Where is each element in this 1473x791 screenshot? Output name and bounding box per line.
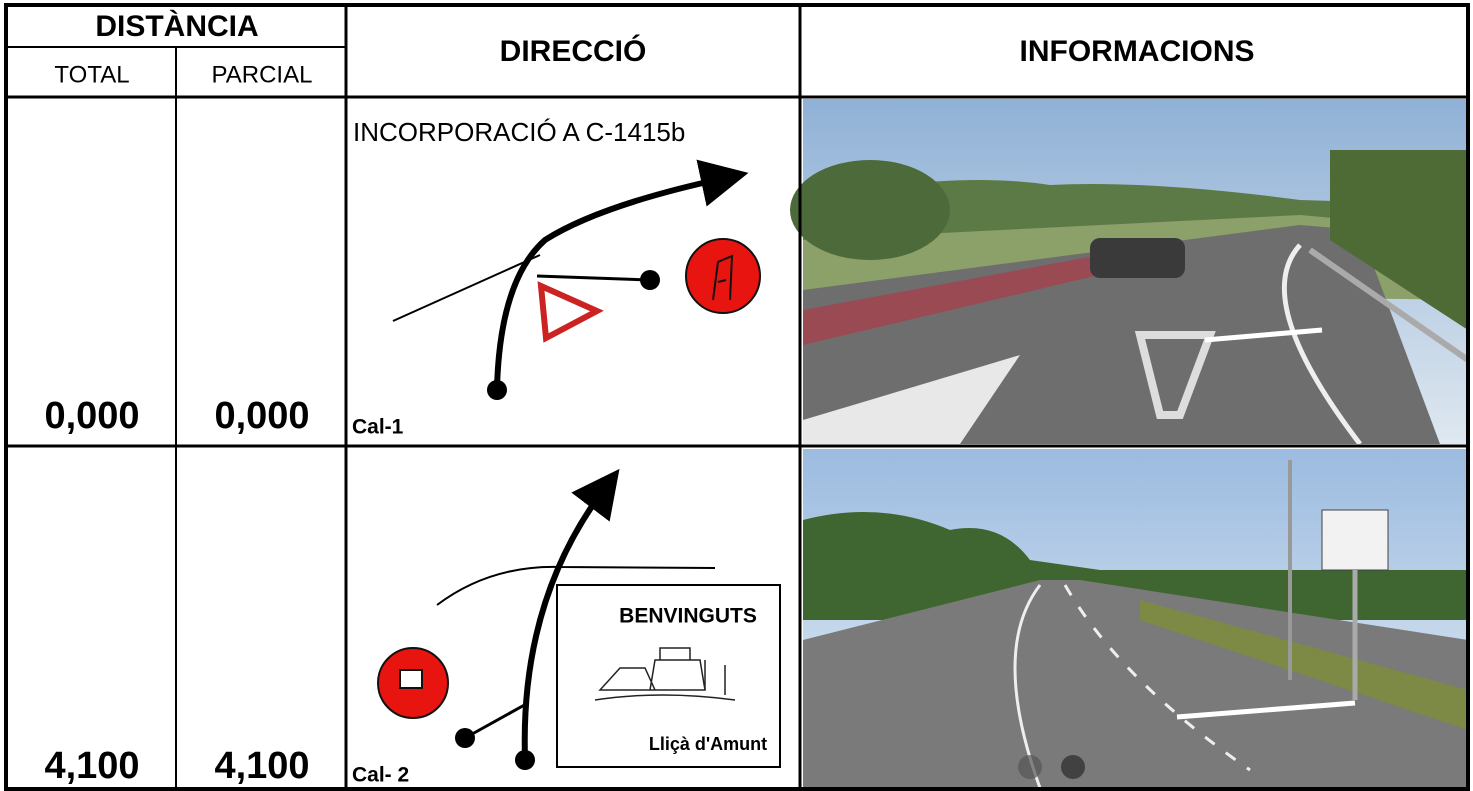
cross-road bbox=[436, 565, 716, 606]
table-grid bbox=[4, 3, 1470, 791]
header-distance: DISTÀNCIA bbox=[95, 9, 258, 43]
nav-prev[interactable] bbox=[1018, 755, 1042, 779]
border bbox=[4, 3, 1470, 791]
village-sketch bbox=[594, 647, 736, 701]
route-arrow bbox=[494, 159, 749, 389]
road-marking bbox=[1134, 331, 1216, 419]
flag bbox=[399, 669, 423, 689]
sign-place: Lliçà d'Amunt bbox=[649, 734, 767, 754]
sign bbox=[1321, 509, 1389, 571]
distance-partial: 4,100 bbox=[214, 745, 309, 787]
distance-total: 4,100 bbox=[44, 745, 139, 787]
road-marking bbox=[1063, 584, 1251, 772]
pointer-dot bbox=[640, 270, 660, 290]
waypoint-code: Cal-1 bbox=[352, 416, 404, 439]
route-start bbox=[487, 380, 507, 400]
header-partial: PARCIAL bbox=[212, 61, 313, 88]
trees bbox=[790, 160, 950, 260]
tulip-diagram bbox=[392, 159, 761, 400]
side-road bbox=[392, 254, 541, 322]
trees bbox=[1330, 150, 1468, 330]
photo-junction bbox=[790, 99, 1470, 446]
nav-next[interactable] bbox=[1061, 755, 1085, 779]
road-marking bbox=[803, 355, 1020, 444]
route-arrow bbox=[521, 468, 620, 759]
icon-glyph bbox=[712, 254, 734, 301]
red-lane bbox=[803, 255, 1120, 345]
header-direction: DIRECCIÓ bbox=[500, 34, 647, 68]
verge bbox=[1140, 600, 1468, 730]
guardrail bbox=[1308, 247, 1470, 363]
distance-total: 0,000 bbox=[44, 395, 139, 437]
road bbox=[803, 580, 1468, 788]
tulip-diagram: BENVINGUTS Lliçà d'Amunt bbox=[377, 468, 781, 770]
yield-sign bbox=[537, 281, 604, 343]
header-information: INFORMACIONS bbox=[1020, 35, 1255, 68]
route-start bbox=[515, 750, 535, 770]
distance-partial: 0,000 bbox=[214, 395, 309, 437]
welcome-sign bbox=[556, 584, 781, 768]
road-edge bbox=[1281, 243, 1362, 446]
waypoint-code: Cal- 2 bbox=[352, 764, 409, 787]
pointer bbox=[536, 274, 651, 282]
pointer-dot bbox=[455, 728, 475, 748]
trees bbox=[803, 512, 1468, 620]
pointer-line bbox=[1204, 327, 1323, 343]
header-total: TOTAL bbox=[54, 61, 129, 88]
photo-welcome bbox=[803, 449, 1468, 789]
pointer bbox=[464, 701, 529, 740]
sign-title: BENVINGUTS bbox=[619, 605, 757, 628]
danger-icon bbox=[685, 238, 761, 314]
car bbox=[1090, 238, 1185, 278]
instruction: INCORPORACIÓ A C-1415b bbox=[353, 117, 685, 147]
pointer-line bbox=[1176, 700, 1356, 720]
